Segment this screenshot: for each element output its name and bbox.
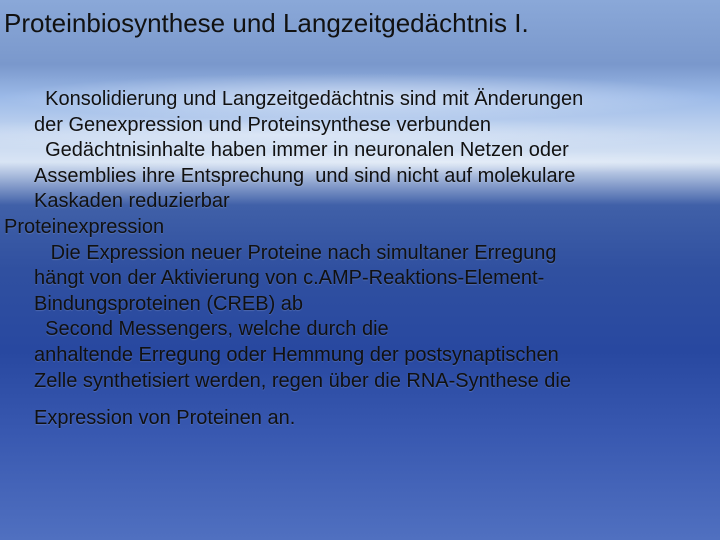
- body-line: Die Expression neuer Proteine nach simul…: [0, 241, 708, 267]
- body-line: Second Messengers, welche durch die: [0, 317, 708, 343]
- body-heading: Proteinexpression: [0, 215, 708, 241]
- body-line: Kaskaden reduzierbar: [0, 189, 708, 215]
- body-line: Expression von Proteinen an.: [0, 406, 708, 432]
- spacer: [0, 394, 708, 406]
- slide-title: Proteinbiosynthese und Langzeitgedächtni…: [0, 8, 708, 39]
- body-line: anhaltende Erregung oder Hemmung der pos…: [0, 343, 708, 369]
- body-line: der Genexpression und Proteinsynthese ve…: [0, 113, 708, 139]
- body-line: Bindungsproteinen (CREB) ab: [0, 292, 708, 318]
- body-line: hängt von der Aktivierung von c.AMP-Reak…: [0, 266, 708, 292]
- body-line: Zelle synthetisiert werden, regen über d…: [0, 369, 708, 395]
- body-line: Gedächtnisinhalte haben immer in neurona…: [0, 138, 708, 164]
- slide-body: Konsolidierung und Langzeitgedächtnis si…: [0, 87, 708, 432]
- body-line: Konsolidierung und Langzeitgedächtnis si…: [0, 87, 708, 113]
- body-line: Assemblies ihre Entsprechung und sind ni…: [0, 164, 708, 190]
- slide-content: Proteinbiosynthese und Langzeitgedächtni…: [0, 0, 720, 444]
